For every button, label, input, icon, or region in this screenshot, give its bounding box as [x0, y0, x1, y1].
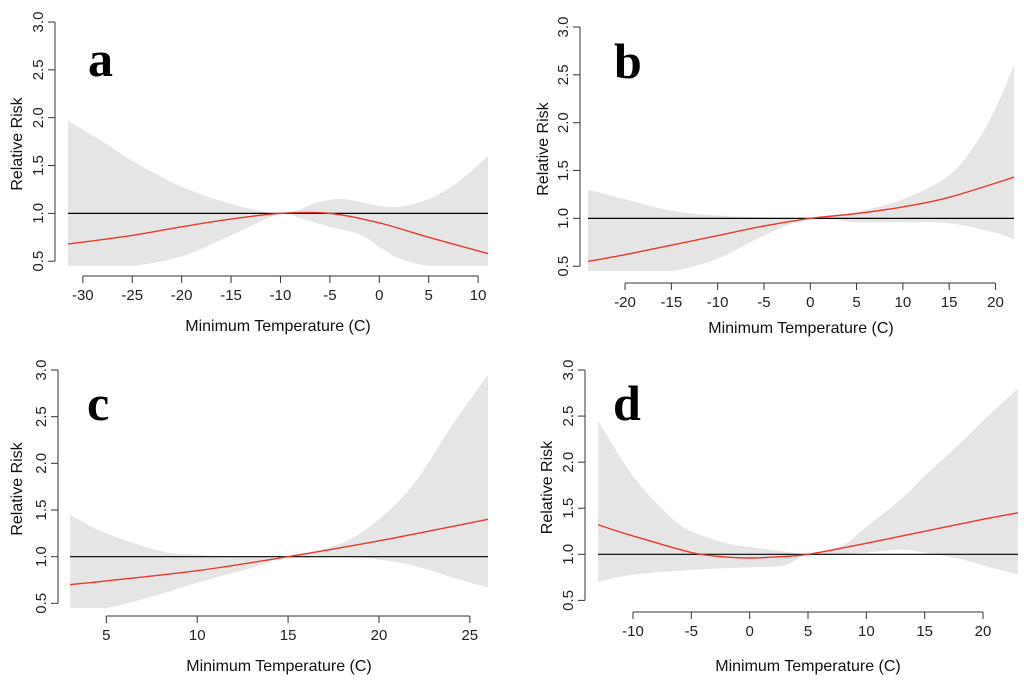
panel-letter-b: b: [614, 33, 642, 89]
x-tick-label: -5: [757, 294, 770, 311]
y-axis-title: Relative Risk: [535, 101, 552, 195]
chart-panel-d: -10 -5 0 5 10 15 20 0.5 1.0 1.5 2.0 2.5 3.0 Minimum T…: [539, 360, 1018, 675]
y-tick-label: 1.5: [560, 498, 577, 519]
chart-panel-c: 5 10 15 20 25 0.5 1.0 1.5 2.0 2.5 3.0 Minimum Tempe…: [9, 360, 488, 675]
x-tick-label: 20: [371, 627, 388, 644]
y-tick-label: 1.5: [33, 500, 50, 521]
x-axis-title: Minimum Temperature (C): [186, 658, 372, 675]
x-tick-label: 15: [916, 623, 933, 640]
y-tick-label: 2.0: [33, 453, 50, 474]
panel-letter-d: d: [613, 375, 641, 431]
panel-letter-a: a: [88, 31, 113, 87]
x-tick-label: -10: [707, 294, 729, 311]
x-tick-label: -10: [622, 623, 644, 640]
y-tick-label: 2.5: [555, 64, 572, 85]
x-tick-label: 0: [375, 287, 383, 304]
x-tick-label: 5: [425, 287, 433, 304]
confidence-band-c: [70, 374, 488, 608]
x-tick-label: 15: [280, 627, 297, 644]
x-tick-label: 10: [858, 623, 875, 640]
x-tick-label: 20: [975, 623, 992, 640]
x-tick-label: -25: [121, 287, 143, 304]
x-tick-label: 25: [461, 627, 478, 644]
estimate-line-d: [598, 512, 1018, 559]
y-tick-label: 3.0: [555, 17, 572, 38]
x-axis-title: Minimum Temperature (C): [715, 658, 901, 675]
y-tick-label: 2.5: [30, 59, 47, 80]
x-axis-title: Minimum Temperature (C): [185, 318, 371, 335]
confidence-band-a: [68, 120, 488, 266]
chart-panel-a: -30 -25 -20 -15 -10 -5 0 5 10 0.5 1.0 1.5 2.0 2.5 3.0 M…: [9, 12, 488, 335]
y-tick-label: 0.5: [33, 593, 50, 614]
x-tick-label: 10: [470, 287, 487, 304]
x-tick-label: -30: [72, 287, 94, 304]
x-tick-label: -20: [171, 287, 193, 304]
y-tick-label: 3.0: [33, 360, 50, 381]
panel-letter-c: c: [87, 375, 109, 431]
x-tick-label: 10: [189, 627, 206, 644]
y-axis-title: Relative Risk: [539, 440, 556, 534]
y-tick-label: 1.0: [30, 203, 47, 224]
y-tick-label: 2.0: [560, 452, 577, 473]
y-tick-label: 1.0: [33, 546, 50, 567]
estimate-line-a: [68, 211, 488, 255]
y-tick-label: 0.5: [560, 590, 577, 611]
x-tick-label: 5: [102, 627, 110, 644]
y-tick-label: 0.5: [30, 251, 47, 272]
y-tick-label: 3.0: [30, 12, 47, 33]
x-axis-title: Minimum Temperature (C): [708, 320, 894, 337]
x-tick-label: -20: [614, 294, 636, 311]
x-tick-label: 5: [804, 623, 812, 640]
y-tick-label: 1.5: [555, 160, 572, 181]
estimate-line-c: [70, 518, 488, 586]
confidence-band-b: [588, 65, 1014, 271]
x-tick-label: -10: [270, 287, 292, 304]
x-tick-label: 20: [987, 294, 1004, 311]
x-tick-label: 5: [852, 294, 860, 311]
y-tick-label: 2.0: [30, 107, 47, 128]
x-tick-label: 0: [745, 623, 753, 640]
x-tick-label: -5: [685, 623, 698, 640]
x-tick-label: 15: [941, 294, 958, 311]
y-tick-label: 2.5: [33, 406, 50, 427]
x-tick-label: 0: [806, 294, 814, 311]
y-tick-label: 2.0: [555, 112, 572, 133]
y-tick-label: 1.0: [555, 208, 572, 229]
x-tick-label: 10: [895, 294, 912, 311]
confidence-band-d: [598, 388, 1018, 582]
y-tick-label: 2.5: [560, 406, 577, 427]
y-axis-title: Relative Risk: [9, 441, 26, 535]
y-tick-label: 0.5: [555, 256, 572, 277]
y-axis-title: Relative Risk: [9, 96, 26, 190]
y-tick-label: 1.5: [30, 155, 47, 176]
chart-panel-b: -20 -15 -10 -5 0 5 10 15 20 0.5 1.0 1.5 2.0 2.5 3.0 Min…: [535, 17, 1014, 337]
x-tick-label: -15: [220, 287, 242, 304]
estimate-line-b: [588, 176, 1014, 263]
y-tick-label: 1.0: [560, 544, 577, 565]
x-tick-label: -5: [323, 287, 336, 304]
y-tick-label: 3.0: [560, 360, 577, 381]
x-tick-label: -15: [661, 294, 683, 311]
